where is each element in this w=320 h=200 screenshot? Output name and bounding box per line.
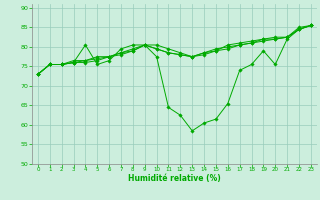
X-axis label: Humidité relative (%): Humidité relative (%) xyxy=(128,174,221,183)
